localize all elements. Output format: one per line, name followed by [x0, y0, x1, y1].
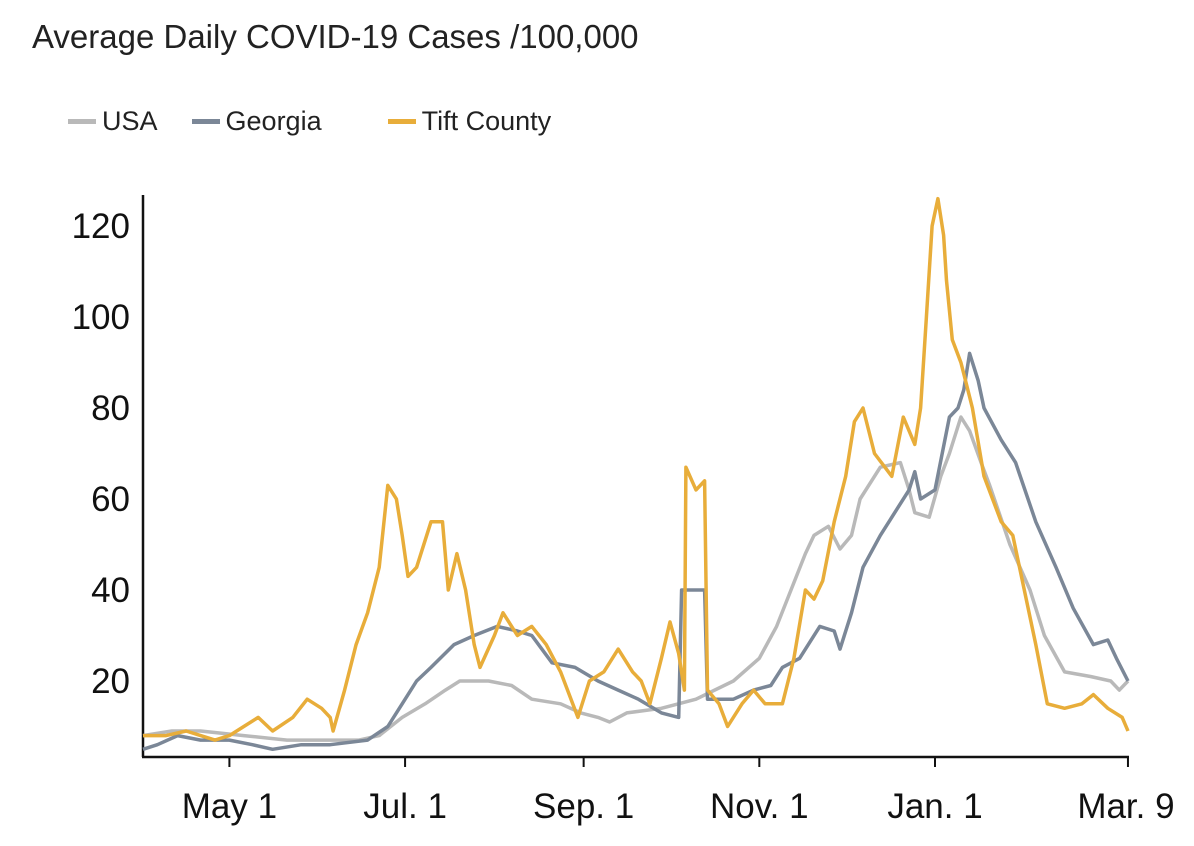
- y-tick-label: 40: [91, 571, 130, 610]
- legend-swatch-usa: [68, 119, 96, 124]
- x-tick-label: May 1: [182, 787, 277, 826]
- y-tick-label: 120: [72, 207, 130, 246]
- legend-item-usa: USA: [68, 106, 158, 137]
- chart-title: Average Daily COVID-19 Cases /100,000: [32, 18, 639, 55]
- legend-label-usa: USA: [102, 106, 158, 136]
- legend-swatch-tift-county: [387, 119, 416, 124]
- legend-swatch-georgia: [191, 119, 220, 124]
- y-tick-label: 60: [91, 480, 130, 519]
- x-tick-label: Jan. 1: [887, 787, 982, 826]
- legend-item-georgia: Georgia: [191, 106, 322, 137]
- series-line-usa: [142, 415, 1130, 742]
- x-tick-label: Jul. 1: [363, 787, 447, 826]
- legend-label-georgia: Georgia: [225, 106, 322, 136]
- x-tick-label: Nov. 1: [710, 787, 809, 826]
- y-tick-label: 100: [72, 298, 130, 337]
- legend-item-tift-county: Tift County: [387, 106, 552, 137]
- legend: USA Georgia Tift County: [68, 106, 585, 137]
- x-tick-label: Sep. 1: [533, 787, 634, 826]
- series-line-tift-county: [143, 196, 1130, 742]
- legend-label-tift-county: Tift County: [421, 106, 552, 136]
- y-tick-label: 80: [91, 389, 130, 428]
- x-tick-label: Mar. 9: [1077, 787, 1174, 826]
- series-line-georgia: [142, 351, 1130, 752]
- y-tick-label: 20: [91, 662, 130, 701]
